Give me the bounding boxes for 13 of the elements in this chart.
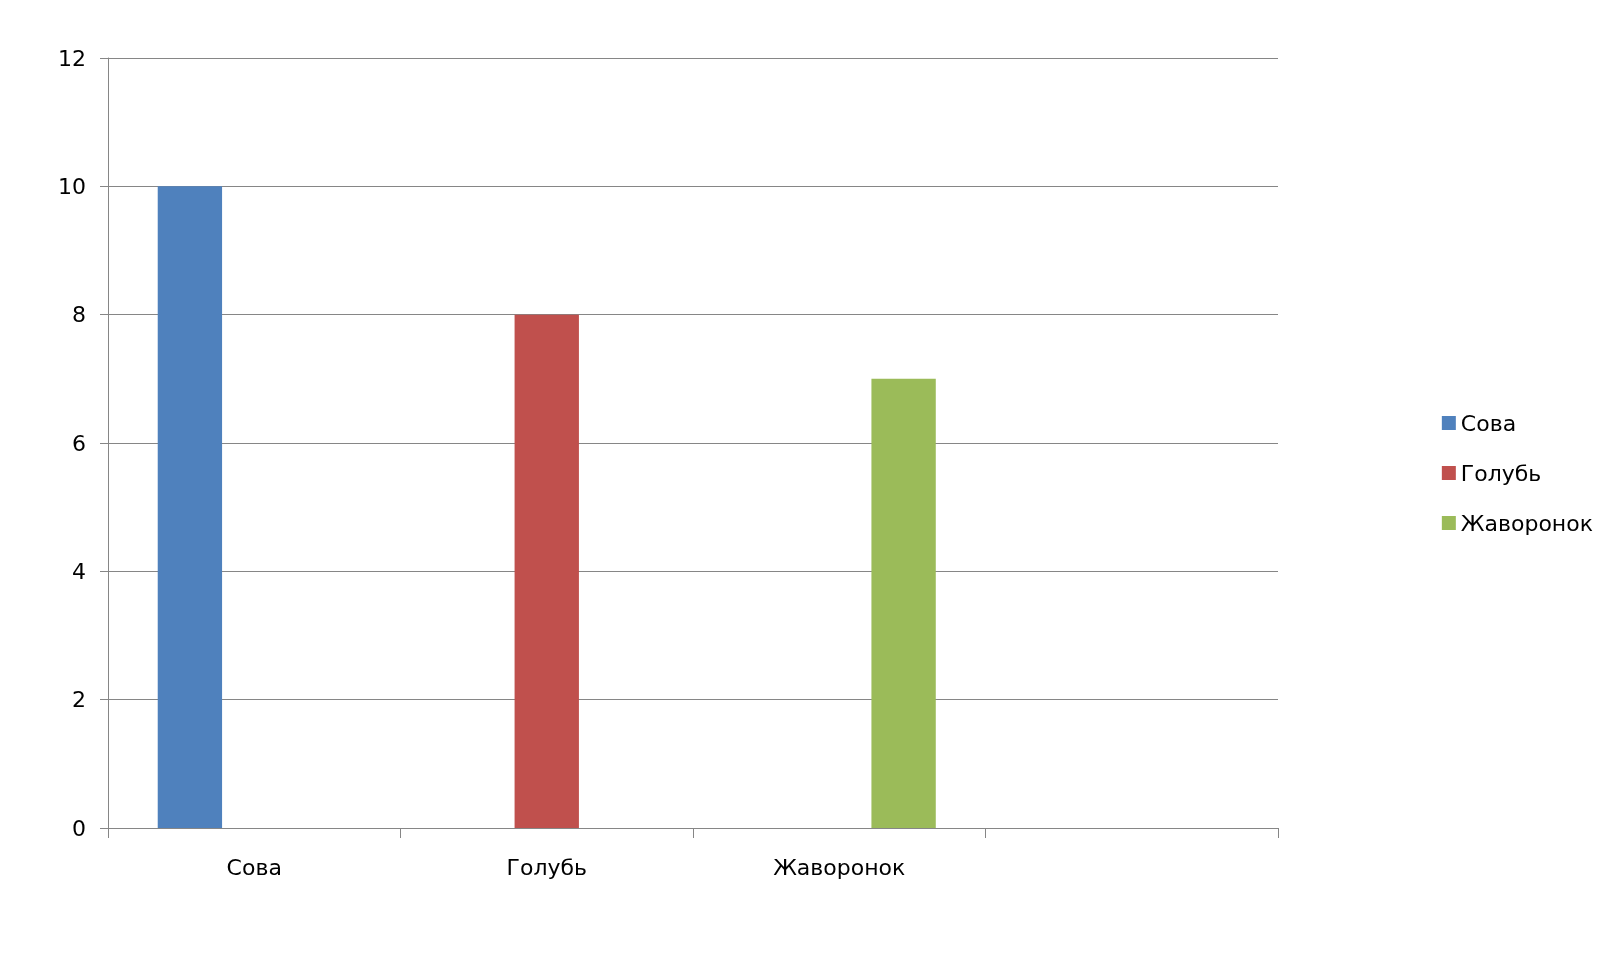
y-tick-label: 10 (58, 173, 86, 199)
x-tick-label: Жаворонок (773, 854, 906, 880)
y-tick-label: 4 (72, 558, 86, 584)
legend-label: Голубь (1460, 460, 1542, 486)
legend-label: Жаворонок (1460, 510, 1594, 536)
y-tick-label: 12 (58, 45, 86, 71)
y-tick-label: 0 (72, 815, 86, 841)
y-tick-label: 2 (72, 687, 86, 713)
y-tick-label: 8 (72, 302, 86, 328)
x-tick-label: Сова (226, 854, 282, 880)
legend-label: Сова (1460, 410, 1517, 436)
y-tick-label: 6 (72, 430, 86, 456)
x-tick-label: Голубь (506, 854, 587, 880)
